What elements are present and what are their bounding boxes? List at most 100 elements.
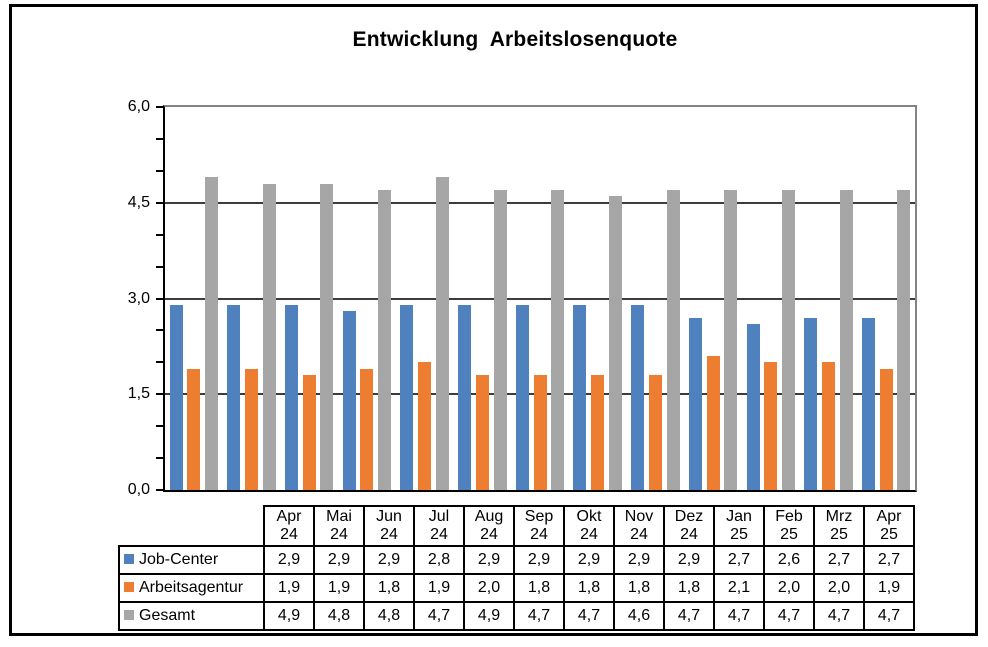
table-cell-arbeitsagentur-jun-24: 1,8 xyxy=(363,573,415,603)
table-cell-arbeitsagentur-nov-24: 1,8 xyxy=(613,573,665,603)
table-cell-arbeitsagentur-apr-24: 1,9 xyxy=(263,573,315,603)
y-axis-tick xyxy=(156,233,164,236)
bar-arbeitsagentur-feb-25 xyxy=(764,362,778,490)
bar-gesamt-feb-25 xyxy=(781,189,795,490)
table-header-row: Apr 24 Mai 24 Jun 24 Jul 24 Aug 24 Sep 24 Okt 24 Nov 24… xyxy=(119,505,915,547)
table-cell-job-center-mai-24: 2,9 xyxy=(313,545,365,575)
table-cell-gesamt-sep-24: 4,7 xyxy=(513,601,565,631)
legend-label-gesamt: Gesamt xyxy=(139,607,196,624)
bar-job-center-mai-24 xyxy=(227,304,241,490)
bar-job-center-mrz-25 xyxy=(804,317,818,490)
table-cell-gesamt-jun-24: 4,8 xyxy=(363,601,415,631)
table-row-arbeitsagentur: Arbeitsagentur 1,9 1,9 1,8 1,9 2,0 1,8 1,8 1,8 1,… xyxy=(118,573,915,603)
table-cell-arbeitsagentur-jan-25: 2,1 xyxy=(713,573,765,603)
table-cell-gesamt-apr-25: 4,7 xyxy=(863,601,915,631)
table-header-jan-25: Jan 25 xyxy=(713,505,765,547)
table-cell-gesamt-jan-25: 4,7 xyxy=(713,601,765,631)
table-cell-gesamt-apr-24: 4,9 xyxy=(263,601,315,631)
table-cell-job-center-sep-24: 2,9 xyxy=(513,545,565,575)
y-axis-tick xyxy=(156,457,164,460)
y-axis-label-1-5: 1,5 xyxy=(127,385,150,403)
legend-label-arbeitsagentur: Arbeitsagentur xyxy=(139,579,244,596)
table-row-label-arbeitsagentur: Arbeitsagentur xyxy=(118,573,265,603)
table-cell-job-center-dez-24: 2,9 xyxy=(663,545,715,575)
y-axis-tick xyxy=(156,425,164,428)
table-cell-job-center-apr-24: 2,9 xyxy=(263,545,315,575)
table-header-jun-24: Jun 24 xyxy=(363,505,415,547)
bar-job-center-apr-24 xyxy=(169,304,183,490)
bar-gesamt-sep-24 xyxy=(493,189,507,490)
table-cell-gesamt-mai-24: 4,8 xyxy=(313,601,365,631)
table-cell-gesamt-dez-24: 4,7 xyxy=(663,601,715,631)
bar-gesamt-mai-24 xyxy=(262,183,276,490)
data-table: Apr 24 Mai 24 Jun 24 Jul 24 Aug 24 Sep 24 Okt 24 Nov 24… xyxy=(118,505,915,631)
table-cell-job-center-aug-24: 2,9 xyxy=(463,545,515,575)
table-cell-gesamt-aug-24: 4,9 xyxy=(463,601,515,631)
bar-arbeitsagentur-jan-25 xyxy=(706,355,720,490)
table-cell-arbeitsagentur-feb-25: 2,0 xyxy=(763,573,815,603)
bar-job-center-jul-24 xyxy=(342,311,356,490)
bar-job-center-okt-24 xyxy=(515,304,529,490)
bar-arbeitsagentur-dez-24 xyxy=(648,375,662,490)
table-header-feb-25: Feb 25 xyxy=(763,505,815,547)
table-header-okt-24: Okt 24 xyxy=(563,505,615,547)
y-axis-tick xyxy=(156,393,164,396)
table-header-mrz-25: Mrz 25 xyxy=(813,505,865,547)
table-cell-arbeitsagentur-apr-25: 1,9 xyxy=(863,573,915,603)
legend-label-job-center: Job-Center xyxy=(139,551,219,568)
chart-title: Entwicklung Arbeitslosenquote xyxy=(352,28,678,51)
table-cell-job-center-okt-24: 2,9 xyxy=(563,545,615,575)
table-corner-cell xyxy=(119,506,264,546)
bar-job-center-nov-24 xyxy=(573,304,587,490)
bar-gesamt-apr-24 xyxy=(205,177,219,490)
y-axis-tick xyxy=(156,297,164,300)
table-cell-gesamt-feb-25: 4,7 xyxy=(763,601,815,631)
bar-gesamt-jan-25 xyxy=(724,189,738,490)
table-header-jul-24: Jul 24 xyxy=(413,505,465,547)
legend-swatch-job-center xyxy=(124,554,134,564)
table-cell-arbeitsagentur-mai-24: 1,9 xyxy=(313,573,365,603)
bar-job-center-feb-25 xyxy=(746,324,760,490)
table-cell-gesamt-mrz-25: 4,7 xyxy=(813,601,865,631)
y-axis-tick xyxy=(156,201,164,204)
bar-job-center-apr-25 xyxy=(861,317,875,490)
table-cell-arbeitsagentur-mrz-25: 2,0 xyxy=(813,573,865,603)
table-cell-arbeitsagentur-aug-24: 2,0 xyxy=(463,573,515,603)
table-cell-gesamt-jul-24: 4,7 xyxy=(413,601,465,631)
table-cell-arbeitsagentur-okt-24: 1,8 xyxy=(563,573,615,603)
bar-arbeitsagentur-apr-25 xyxy=(879,368,893,490)
table-cell-job-center-apr-25: 2,7 xyxy=(863,545,915,575)
table-header-aug-24: Aug 24 xyxy=(463,505,515,547)
bar-job-center-dez-24 xyxy=(631,304,645,490)
gridline-y-4,5 xyxy=(165,201,915,204)
y-axis-tick xyxy=(156,265,164,268)
bar-arbeitsagentur-mai-24 xyxy=(245,368,259,490)
bar-job-center-jan-25 xyxy=(688,317,702,490)
table-cell-job-center-feb-25: 2,6 xyxy=(763,545,815,575)
y-axis-tick xyxy=(156,329,164,332)
table-cell-job-center-nov-24: 2,9 xyxy=(613,545,665,575)
bar-arbeitsagentur-sep-24 xyxy=(475,375,489,490)
table-cell-gesamt-okt-24: 4,7 xyxy=(563,601,615,631)
bar-gesamt-mrz-25 xyxy=(839,189,853,490)
table-cell-job-center-jun-24: 2,9 xyxy=(363,545,415,575)
table-row-gesamt: Gesamt 4,9 4,8 4,8 4,7 4,9 4,7 4,7 4,6 4,7 4,7 4,7 4… xyxy=(118,601,915,631)
bar-job-center-sep-24 xyxy=(458,304,472,490)
table-row-job-center: Job-Center 2,9 2,9 2,9 2,8 2,9 2,9 2,9 2,9 2,9 2,7… xyxy=(118,545,915,575)
bar-arbeitsagentur-aug-24 xyxy=(418,362,432,490)
bar-arbeitsagentur-jul-24 xyxy=(360,368,374,490)
table-header-apr-25: Apr 25 xyxy=(863,505,915,547)
table-header-mai-24: Mai 24 xyxy=(313,505,365,547)
y-axis-label-6-0: 6,0 xyxy=(127,98,150,115)
gridline-y-3,0 xyxy=(165,297,915,300)
table-cell-arbeitsagentur-dez-24: 1,8 xyxy=(663,573,715,603)
bar-gesamt-jun-24 xyxy=(320,183,334,490)
bar-arbeitsagentur-jun-24 xyxy=(302,375,316,490)
y-axis-tick xyxy=(156,489,164,491)
bar-gesamt-jul-24 xyxy=(378,189,392,490)
y-axis-tick xyxy=(156,169,164,172)
legend-swatch-arbeitsagentur xyxy=(124,582,134,592)
table-row-label-job-center: Job-Center xyxy=(118,545,265,575)
bar-gesamt-dez-24 xyxy=(666,189,680,490)
bar-gesamt-aug-24 xyxy=(435,177,449,490)
